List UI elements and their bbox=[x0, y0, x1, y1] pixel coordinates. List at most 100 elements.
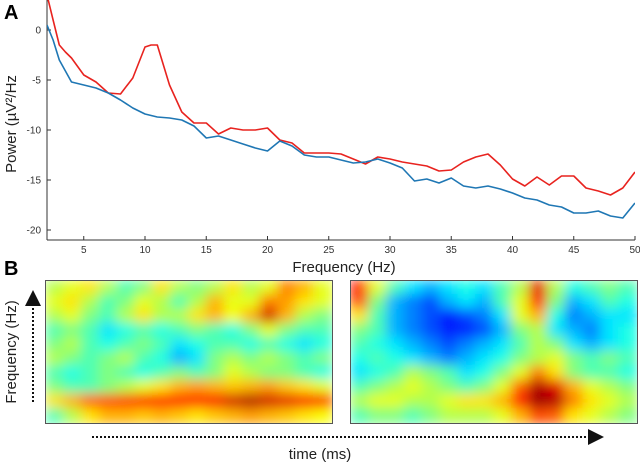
heatmap-cell bbox=[259, 281, 280, 297]
heatmap-cell bbox=[205, 379, 226, 396]
heatmap-cell bbox=[223, 294, 244, 311]
heatmap-cell bbox=[152, 294, 173, 311]
heatmap-cell bbox=[439, 351, 460, 368]
heatmap-cell bbox=[259, 294, 280, 311]
heatmap-cell bbox=[46, 379, 65, 396]
heatmap-cell bbox=[277, 351, 298, 368]
heatmap-cell bbox=[134, 281, 155, 297]
heatmap-cell bbox=[546, 393, 567, 410]
heatmap-cell bbox=[493, 379, 513, 396]
heatmap-cell bbox=[457, 294, 478, 311]
heatmap-cell bbox=[564, 336, 585, 353]
heatmap-cell bbox=[46, 336, 65, 353]
x-tick-label: 20 bbox=[262, 245, 274, 256]
heatmap-cell bbox=[403, 281, 424, 297]
heatmap-cell bbox=[528, 294, 549, 311]
heatmap-cell bbox=[367, 407, 388, 423]
heatmap-cell bbox=[403, 351, 424, 368]
heatmap-cell bbox=[493, 365, 513, 382]
heatmap-cell bbox=[564, 308, 585, 325]
heatmap-cell bbox=[493, 393, 513, 410]
heatmap-cell bbox=[313, 294, 332, 311]
heatmap-cell bbox=[116, 407, 137, 423]
heatmap-cell bbox=[528, 351, 549, 368]
heatmap-cell bbox=[313, 308, 332, 325]
heatmap-cell bbox=[313, 322, 332, 339]
y-tick-label: -10 bbox=[27, 126, 42, 137]
heatmap-cell bbox=[152, 322, 173, 339]
heatmap-cell bbox=[46, 294, 65, 311]
heatmap-cell bbox=[223, 281, 244, 297]
x-tick-label: 5 bbox=[81, 245, 87, 256]
heatmap-cell bbox=[351, 379, 370, 396]
heatmap-cell bbox=[152, 281, 173, 297]
heatmap-cell bbox=[403, 379, 424, 396]
heatmap-cell bbox=[62, 322, 83, 339]
chart-series bbox=[47, 0, 635, 219]
heatmap-cell bbox=[510, 294, 531, 311]
heatmap-cell bbox=[80, 336, 101, 353]
heatmap-cell bbox=[259, 407, 280, 423]
heatmap-cell bbox=[170, 281, 190, 297]
panel-label-b: B bbox=[4, 258, 19, 280]
heatmap-cell bbox=[205, 308, 226, 325]
heatmap-cell bbox=[98, 351, 119, 368]
heatmap-cell bbox=[205, 365, 226, 382]
heatmap-cell bbox=[134, 322, 155, 339]
heatmap-cell bbox=[475, 351, 495, 368]
heatmap-cell bbox=[170, 379, 190, 396]
heatmap-cell bbox=[241, 365, 262, 382]
heatmap-cell bbox=[259, 322, 280, 339]
heatmap-cell bbox=[546, 308, 567, 325]
heatmap-cell bbox=[403, 322, 424, 339]
y-tick-label: -15 bbox=[27, 176, 42, 187]
heatmap-cell bbox=[223, 351, 244, 368]
heatmap-cell bbox=[170, 407, 190, 423]
heatmap-cell bbox=[475, 407, 495, 423]
heatmap-cell bbox=[152, 351, 173, 368]
heatmap-cell bbox=[528, 322, 549, 339]
heatmap-cell bbox=[277, 336, 298, 353]
heatmap-cell bbox=[80, 294, 101, 311]
heatmap-cell bbox=[582, 365, 603, 382]
heatmap-cell bbox=[152, 308, 173, 325]
heatmap-cell bbox=[367, 322, 388, 339]
heatmap-cell bbox=[295, 294, 316, 311]
heatmap-cell bbox=[259, 351, 280, 368]
heatmap-cell bbox=[116, 365, 137, 382]
heatmap-cell bbox=[475, 365, 495, 382]
heatmap-cell bbox=[116, 336, 137, 353]
x-axis-ticks: 5 10 15 20 25 30 35 40 45 50 bbox=[81, 236, 640, 256]
heatmap-cell bbox=[277, 365, 298, 382]
heatmap-cell bbox=[439, 365, 460, 382]
heatmap-cell bbox=[582, 393, 603, 410]
y-tick-label: 0 bbox=[35, 26, 41, 37]
heatmap-cell bbox=[493, 281, 513, 297]
heatmap-cell bbox=[116, 308, 137, 325]
heatmap-cell bbox=[313, 351, 332, 368]
heatmap-cell bbox=[351, 407, 370, 423]
heatmap-cell bbox=[98, 365, 119, 382]
heatmap-cell bbox=[546, 336, 567, 353]
heatmap-cell bbox=[295, 393, 316, 410]
heatmap-cell bbox=[295, 281, 316, 297]
heatmap-cell bbox=[600, 281, 621, 297]
heatmap-cell bbox=[421, 281, 442, 297]
heatmap-cell bbox=[152, 336, 173, 353]
heatmap-cell bbox=[528, 308, 549, 325]
heatmap-cell bbox=[582, 379, 603, 396]
heatmap-cell bbox=[493, 322, 513, 339]
heatmap-cell bbox=[403, 393, 424, 410]
heatmap-cell bbox=[62, 281, 83, 297]
heatmap-cell bbox=[351, 281, 370, 297]
x-tick-label: 25 bbox=[323, 245, 335, 256]
heatmap-cell bbox=[618, 393, 637, 410]
heatmap-y-label: Frequency (Hz) bbox=[3, 300, 20, 403]
series-line-red bbox=[47, 0, 635, 196]
x-tick-label: 50 bbox=[629, 245, 640, 256]
heatmap-cell bbox=[546, 351, 567, 368]
heatmap-cell bbox=[295, 407, 316, 423]
heatmap-cell bbox=[385, 365, 406, 382]
heatmap-cell bbox=[528, 365, 549, 382]
heatmap-cell bbox=[62, 351, 83, 368]
